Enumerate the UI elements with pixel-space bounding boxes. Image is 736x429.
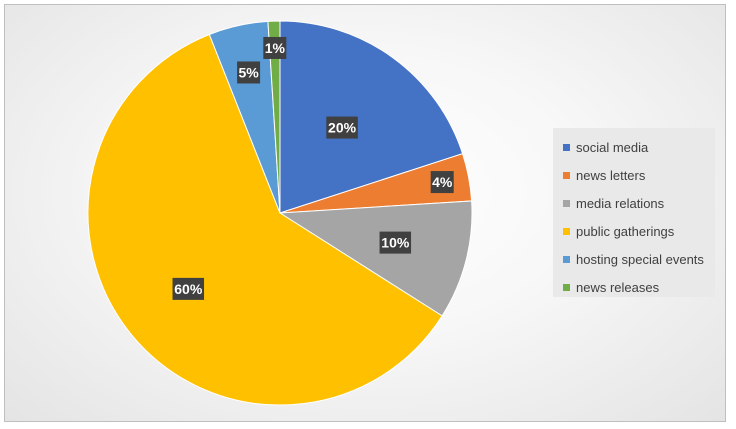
legend-swatch	[563, 283, 570, 291]
legend-item: news releases	[563, 273, 715, 301]
data-label: 5%	[237, 61, 261, 84]
legend-label: hosting special events	[576, 251, 704, 267]
data-label-box	[237, 61, 261, 84]
chart-legend: social media news letters media relations p…	[553, 128, 715, 297]
legend-item: social media	[563, 133, 715, 161]
legend-swatch	[563, 171, 570, 179]
pie-slice-social-media	[279, 20, 464, 214]
data-label-box	[326, 116, 358, 139]
legend-label: social media	[576, 139, 649, 155]
data-label-text: 60%	[174, 281, 203, 297]
data-label-box	[172, 277, 205, 300]
data-label-box	[379, 231, 412, 254]
data-label-text: 20%	[328, 120, 357, 136]
data-label-text: 4%	[432, 174, 453, 190]
legend-swatch	[563, 255, 570, 263]
data-label-text: 1%	[265, 40, 286, 56]
legend-item: public gatherings	[563, 217, 715, 245]
data-label: 1%	[263, 36, 287, 59]
data-label: 10%	[379, 231, 412, 254]
legend-label: public gatherings	[576, 223, 675, 239]
pie-slice-news-releases	[267, 20, 281, 214]
data-label-box	[263, 36, 287, 59]
data-label-box	[430, 171, 454, 194]
legend-label: media relations	[576, 195, 665, 211]
legend-label: news releases	[576, 279, 660, 295]
pie-slice-public-gatherings	[87, 33, 443, 406]
legend-swatch	[563, 143, 570, 151]
pie-slice-media-relations	[278, 200, 473, 317]
legend-item: news letters	[563, 161, 715, 189]
data-label: 20%	[326, 116, 358, 139]
legend-item: media relations	[563, 189, 715, 217]
legend-label: news letters	[576, 167, 646, 183]
data-label-text: 5%	[238, 64, 259, 80]
legend-item: hosting special events	[563, 245, 715, 273]
legend-swatch	[563, 227, 570, 235]
legend-swatch	[563, 199, 570, 207]
data-label: 60%	[172, 277, 205, 300]
data-label-text: 10%	[381, 235, 410, 251]
data-label: 4%	[430, 171, 454, 194]
